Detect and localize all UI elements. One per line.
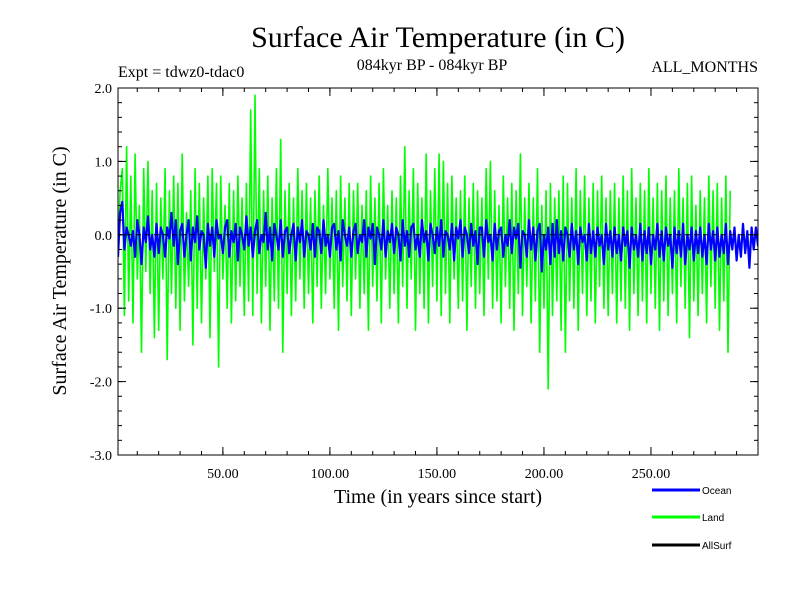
legend-label-ocean: Ocean — [702, 486, 731, 497]
y-tick-label: 1.0 — [95, 155, 113, 170]
chart-subtitle-period: 084kyr BP - 084kyr BP — [357, 57, 508, 74]
x-tick-label: 150.00 — [418, 467, 457, 482]
chart-subtitle-months: ALL_MONTHS — [651, 59, 758, 76]
x-tick-label: 250.00 — [632, 467, 671, 482]
chart-subtitle-experiment: Expt = tdwz0-tdac0 — [118, 64, 244, 81]
y-tick-label: -1.0 — [90, 302, 112, 317]
series-line-ocean — [118, 200, 758, 273]
y-tick-label: -2.0 — [90, 376, 112, 391]
plot-frame — [117, 87, 759, 456]
legend-label-allsurf: AllSurf — [702, 541, 732, 552]
y-tick-label: -3.0 — [90, 449, 112, 464]
chart-title: Surface Air Temperature (in C) — [251, 21, 625, 54]
x-tick-label: 200.00 — [525, 467, 564, 482]
y-axis-label: Surface Air Temperature (in C) — [49, 146, 71, 395]
x-tick-label: 100.00 — [311, 467, 350, 482]
y-tick-label: 0.0 — [95, 229, 113, 244]
legend: Ocean Land AllSurf — [652, 486, 732, 552]
x-axis-label: Time (in years since start) — [334, 486, 542, 508]
x-tick-label: 50.00 — [207, 467, 239, 482]
y-tick-label: 2.0 — [95, 82, 113, 97]
axes-group: -3.0 -2.0 -1.0 0.0 1.0 2.0 50.00 100.00 150.00 20… — [90, 82, 759, 482]
legend-label-land: Land — [702, 513, 724, 524]
plot-data-group — [118, 94, 758, 390]
